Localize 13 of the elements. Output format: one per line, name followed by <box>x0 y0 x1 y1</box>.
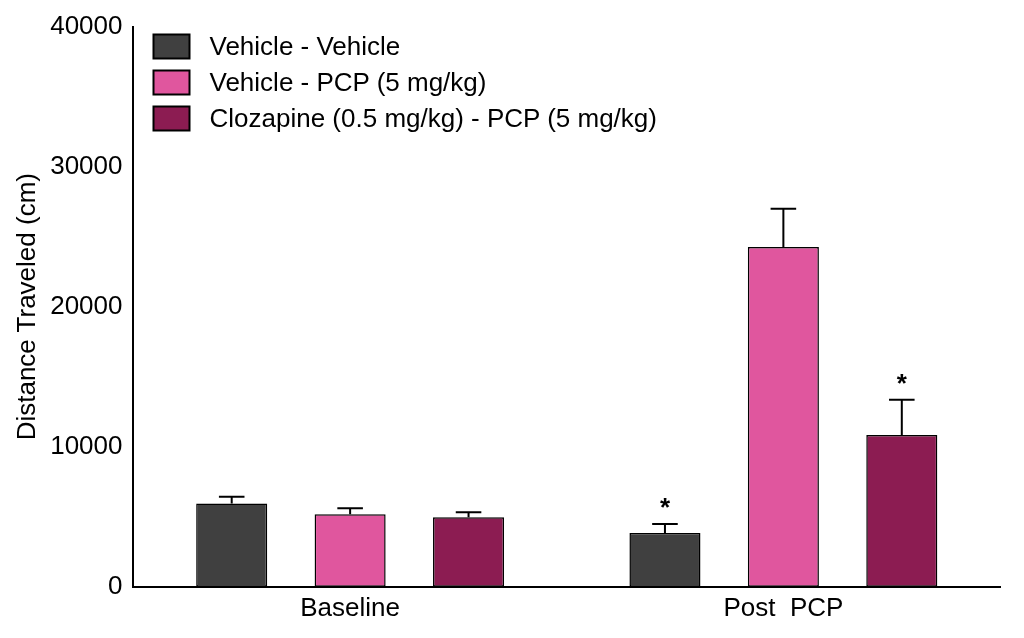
y-tick-label: 20000 <box>50 289 123 320</box>
x-tick-label: Post PCP <box>723 591 844 622</box>
annotation: * <box>896 367 908 398</box>
y-tick-label: 0 <box>108 569 123 600</box>
legend-label: Vehicle - PCP (5 mg/kg) <box>209 66 487 97</box>
legend-label: Clozapine (0.5 mg/kg) - PCP (5 mg/kg) <box>209 102 657 133</box>
y-axis-title: Distance Traveled (cm) <box>10 173 41 441</box>
legend-label: Vehicle - Vehicle <box>209 30 401 61</box>
x-tick-label: Baseline <box>300 591 400 622</box>
y-tick-label: 10000 <box>50 429 123 460</box>
y-tick-label: 40000 <box>50 9 123 40</box>
annotation: * <box>659 492 671 523</box>
y-tick-label: 30000 <box>50 149 123 180</box>
